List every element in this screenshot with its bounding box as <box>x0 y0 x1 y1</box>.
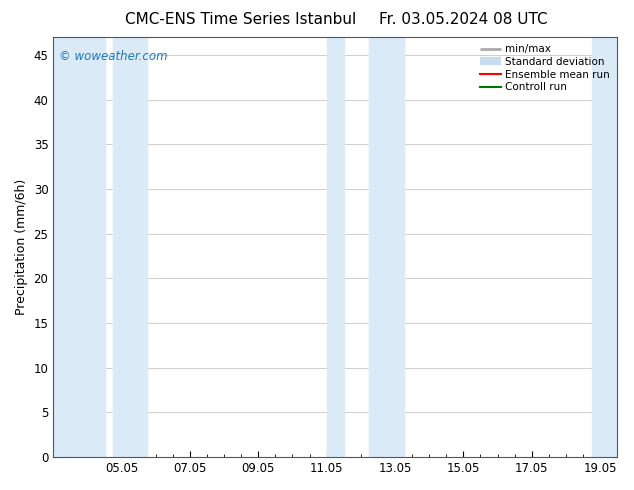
Bar <box>53 37 105 457</box>
Bar <box>370 37 404 457</box>
Legend: min/max, Standard deviation, Ensemble mean run, Controll run: min/max, Standard deviation, Ensemble me… <box>478 42 612 94</box>
Text: © woweather.com: © woweather.com <box>59 49 167 63</box>
Bar <box>113 37 147 457</box>
Bar <box>592 37 617 457</box>
Bar <box>327 37 344 457</box>
Text: CMC-ENS Time Series Istanbul: CMC-ENS Time Series Istanbul <box>126 12 356 27</box>
Y-axis label: Precipitation (mm/6h): Precipitation (mm/6h) <box>15 179 28 315</box>
Text: Fr. 03.05.2024 08 UTC: Fr. 03.05.2024 08 UTC <box>378 12 547 27</box>
